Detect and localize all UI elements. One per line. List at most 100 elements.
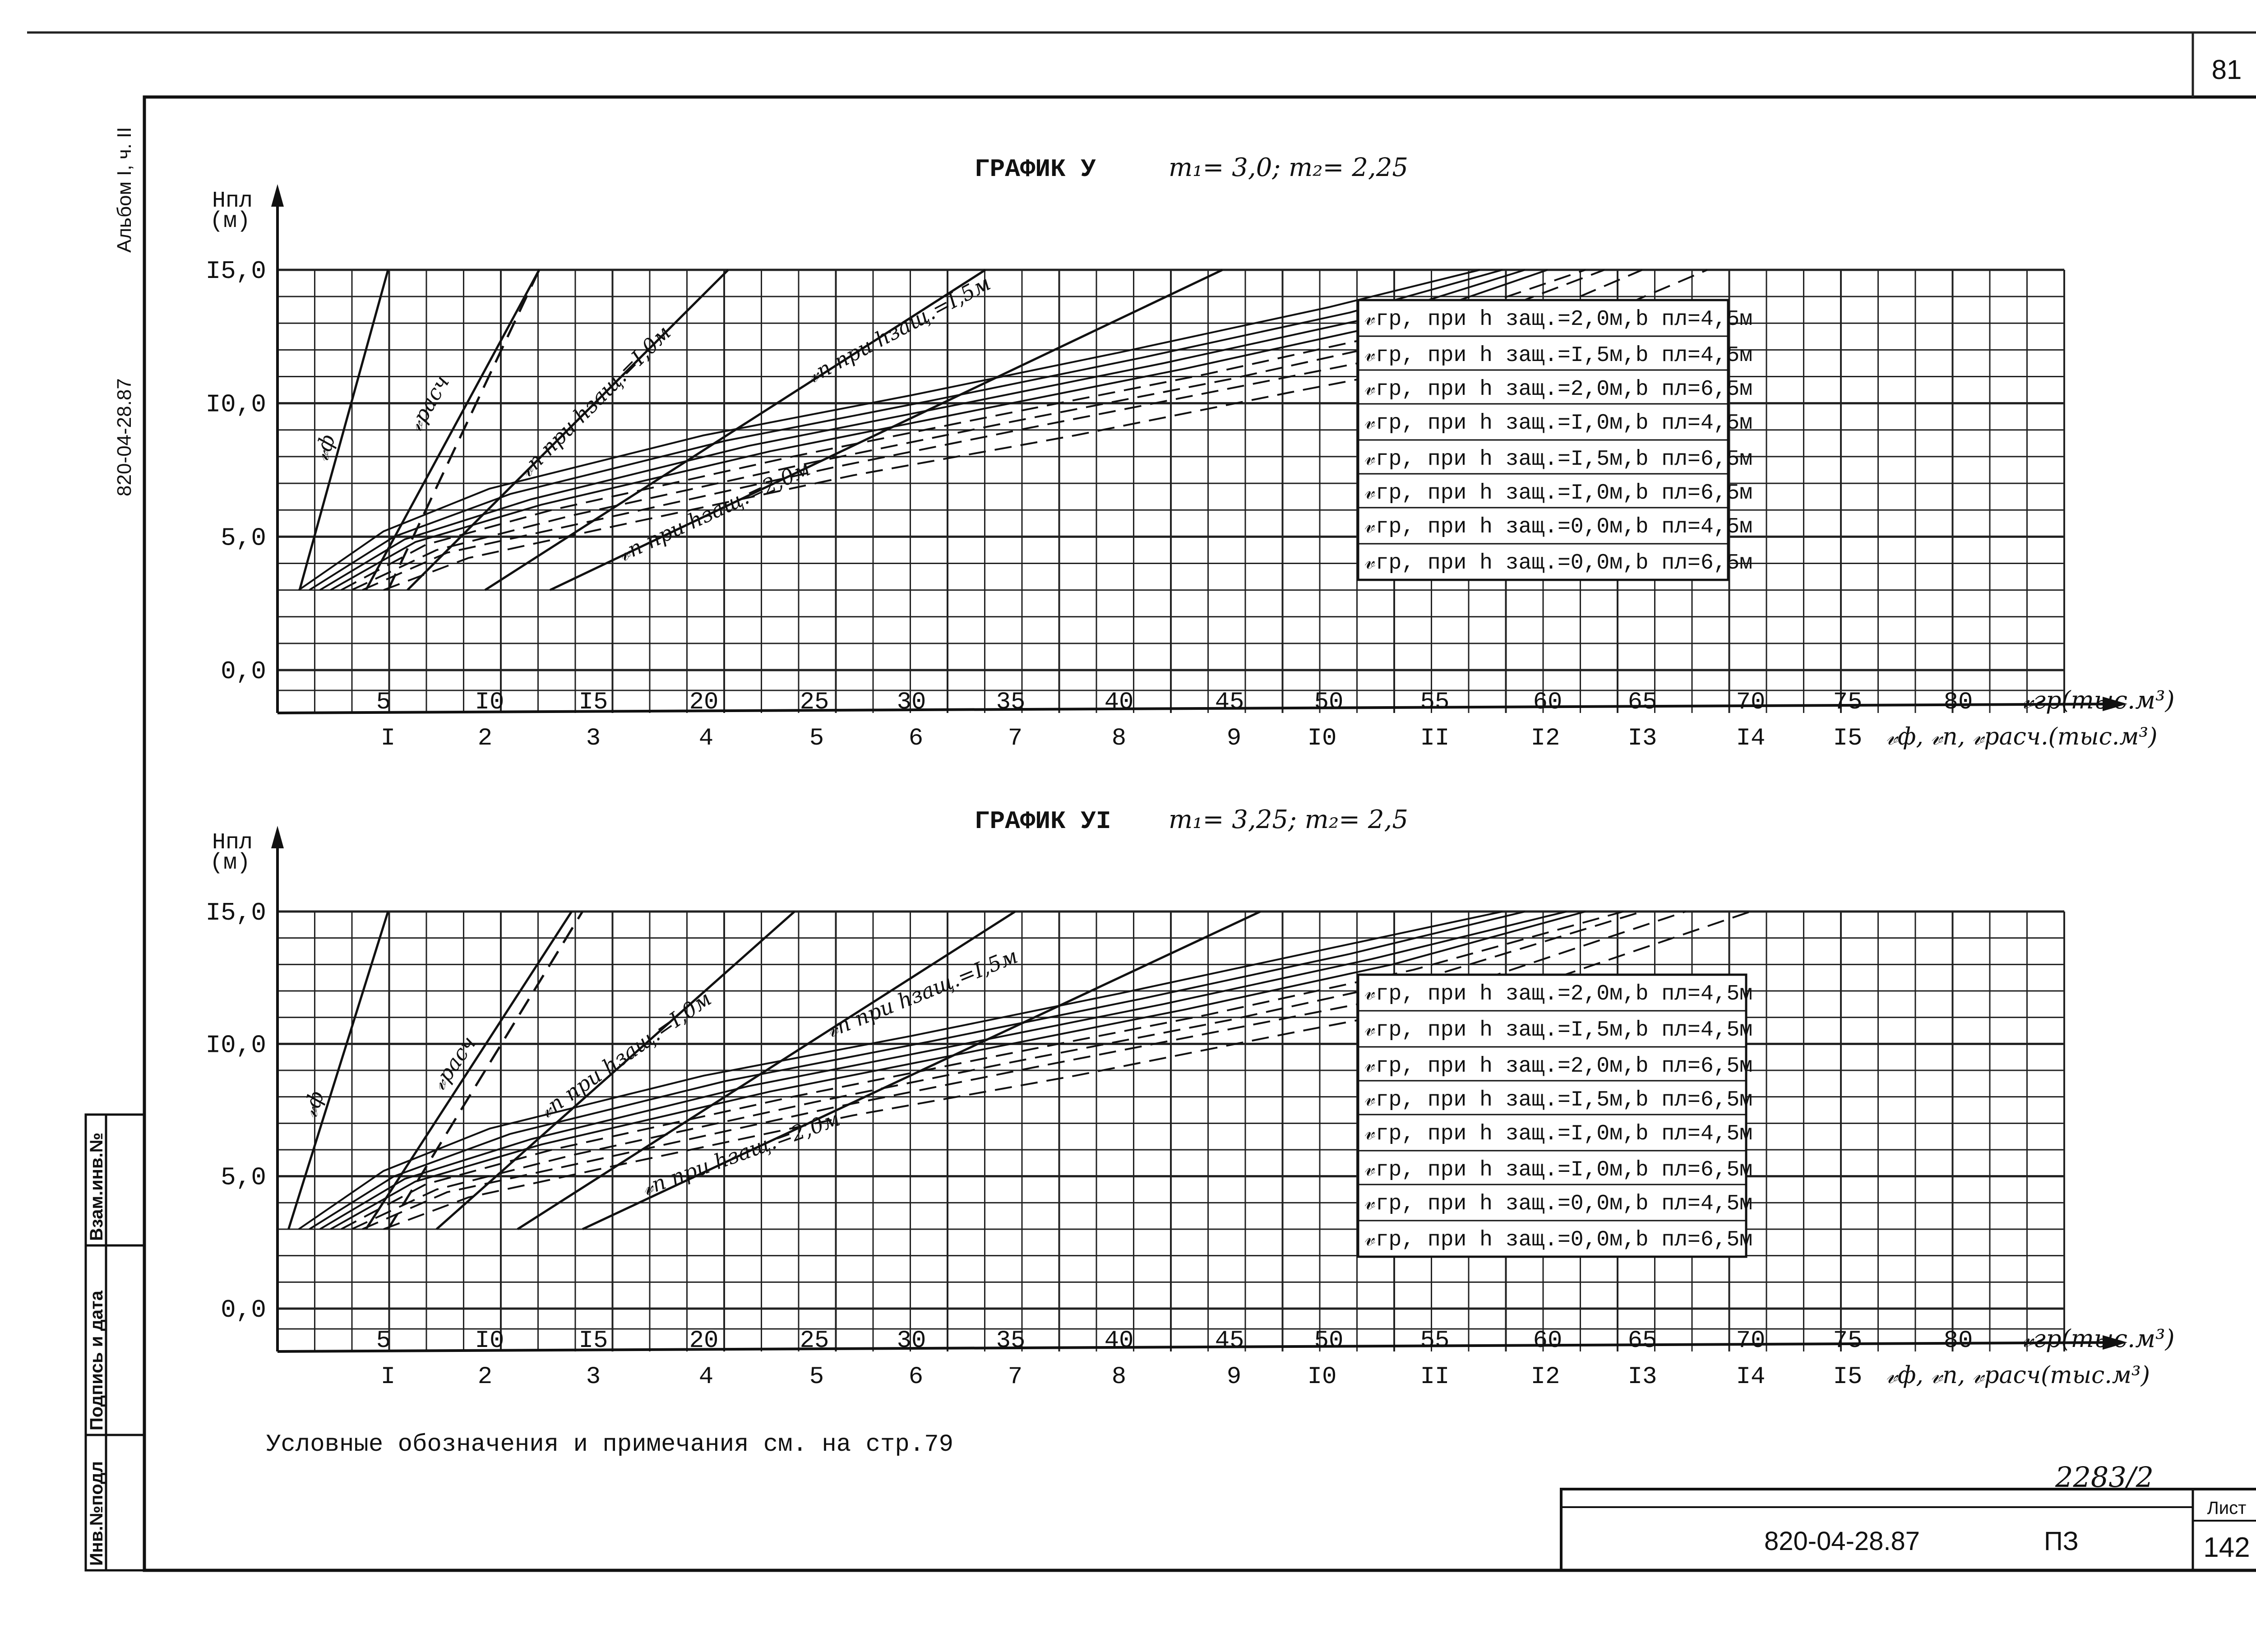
x-bottom-tick-label: II — [1420, 725, 1450, 752]
x-top-tick-label: 25 — [800, 689, 829, 716]
approval-stamp: Взам.инв.№ Подпись и дата Инв.№подл — [84, 1113, 146, 1572]
line-series-curve — [341, 269, 1586, 591]
legend-entry: 𝓋гр, при h защ.=0,0м,b пл=6,5м — [1365, 551, 1752, 575]
x-top-tick-label: 20 — [689, 689, 719, 716]
line-series-curve — [330, 911, 1586, 1230]
x-axis-arrow — [2103, 697, 2127, 711]
y-axis-label: Нпл — [212, 830, 253, 856]
x-top-tick-label: I0 — [475, 1327, 504, 1355]
x-top-tick-label: 30 — [897, 689, 926, 716]
stamp-orig-inv: Инв.№подл — [87, 1461, 106, 1566]
legend-note: Условные обозначения и примечания см. на… — [266, 1431, 953, 1458]
x-top-axis-label: 𝓋гр(тыс.м³) — [2021, 1324, 2175, 1353]
stamp-signature-date: Подпись и дата — [87, 1290, 106, 1430]
legend-entry: 𝓋гр, при h защ.=I,0м,b пл=4,5м — [1365, 1122, 1752, 1146]
y-tick-label: 0,0 — [221, 657, 266, 686]
line-series-curve — [298, 269, 1480, 591]
x-top-tick-label: 60 — [1533, 1327, 1563, 1355]
x-axis — [277, 703, 2121, 714]
legend-entry: 𝓋гр, при h защ.=2,0м,b пл=4,5м — [1365, 982, 1752, 1006]
x-top-tick-label: 35 — [996, 1327, 1026, 1355]
chart-graph-6: ГРАФИК УI m₁= 3,25; m₂= 2,5 Нпл(м) 0,0 5,0 I0… — [206, 805, 2175, 1391]
y-axis-unit: (м) — [210, 850, 250, 876]
y-axis-label: Нпл — [212, 188, 253, 214]
title-block-section: ПЗ — [2044, 1527, 2079, 1556]
x-top-tick-label: 65 — [1628, 689, 1657, 716]
x-top-tick-label: I5 — [579, 1327, 608, 1355]
page-number: 81 — [2212, 55, 2242, 85]
x-bottom-tick-label: I3 — [1628, 725, 1657, 752]
line-series-curve — [319, 269, 1526, 591]
legend-entry: 𝓋гр, при h защ.=I,0м,b пл=6,5м — [1365, 1158, 1752, 1182]
line-series-straight — [365, 911, 573, 1230]
x-bottom-tick-label: I5 — [1833, 725, 1863, 752]
line-label: 𝓋п при hзащ.=I,5м — [823, 944, 1021, 1042]
y-tick-label: I0,0 — [206, 390, 266, 419]
x-bottom-tick-label: I3 — [1628, 1363, 1657, 1391]
x-top-tick-label: 60 — [1533, 689, 1563, 716]
chart-title: ГРАФИК У — [975, 155, 1096, 184]
x-bottom-tick-label: 3 — [586, 725, 601, 752]
x-bottom-tick-label: 2 — [478, 725, 492, 752]
line-series-straight — [549, 268, 1223, 591]
x-bottom-tick-label: 8 — [1112, 1363, 1126, 1391]
legend-entry: 𝓋гр, при h защ.=I,5м,b пл=4,5м — [1365, 343, 1752, 368]
x-bottom-tick-label: 7 — [1008, 1363, 1022, 1391]
y-tick-label: 5,0 — [221, 1163, 266, 1192]
x-bottom-tick-label: I4 — [1736, 725, 1766, 752]
legend-entry: 𝓋гр, при h защ.=0,0м,b пл=6,5м — [1365, 1228, 1752, 1252]
x-top-tick-label: 50 — [1314, 689, 1344, 716]
x-axis — [277, 1341, 2121, 1353]
legend-entry: 𝓋гр, при h защ.=2,0м,b пл=4,5м — [1365, 307, 1752, 332]
line-series-curve — [319, 911, 1567, 1230]
x-axis-arrow — [2103, 1335, 2127, 1350]
x-bottom-tick-label: I2 — [1531, 725, 1560, 752]
x-bottom-tick-label: 9 — [1227, 1363, 1241, 1391]
x-top-tick-label: 20 — [689, 1327, 719, 1355]
line-series-straight — [287, 911, 389, 1230]
x-bottom-tick-label: 6 — [909, 725, 923, 752]
x-bottom-tick-label: I0 — [1308, 725, 1337, 752]
x-bottom-tick-label: 7 — [1008, 725, 1022, 752]
x-top-tick-label: 35 — [996, 689, 1026, 716]
x-bottom-axis-label: 𝓋ф, 𝓋п, 𝓋расч(тыс.м³) — [1886, 1362, 2150, 1389]
sheet-label: Лист — [2207, 1498, 2247, 1518]
chart-legend: 𝓋гр, при h защ.=2,0м,b пл=4,5м 𝓋гр, при h… — [1357, 973, 1752, 1258]
x-bottom-tick-label: II — [1420, 1363, 1450, 1391]
line-series-curve — [309, 269, 1503, 591]
x-top-tick-label: 30 — [897, 1327, 926, 1355]
legend-entry: 𝓋гр, при h защ.=I,5м,b пл=6,5м — [1365, 1088, 1752, 1112]
chart-graph-5: ГРАФИК У m₁= 3,0; m₂= 2,25 Нпл(м) 0,0 5,0 I0,… — [206, 153, 2175, 752]
x-bottom-tick-label: I4 — [1736, 1363, 1766, 1391]
stamp-replace-inv: Взам.инв.№ — [87, 1133, 106, 1241]
x-top-tick-label: I0 — [475, 689, 504, 716]
x-bottom-tick-label: 5 — [809, 1363, 824, 1391]
x-bottom-tick-label: 6 — [909, 1363, 923, 1391]
legend-entry: 𝓋гр, при h защ.=I,5м,b пл=6,5м — [1365, 447, 1752, 472]
y-axis-unit: (м) — [210, 208, 250, 234]
y-tick-label: I5,0 — [206, 257, 266, 286]
legend-entry: 𝓋гр, при h защ.=2,0м,b пл=6,5м — [1365, 377, 1752, 402]
x-top-axis-label: 𝓋гр(тыс.м³) — [2021, 686, 2175, 714]
y-tick-label: 5,0 — [221, 523, 266, 552]
x-top-tick-label: 5 — [376, 1327, 391, 1355]
x-top-tick-label: 75 — [1833, 689, 1863, 716]
x-top-tick-label: 70 — [1736, 1327, 1766, 1355]
chart-grid — [277, 268, 2065, 713]
x-bottom-tick-label: 4 — [699, 1363, 713, 1391]
x-bottom-tick-label: 8 — [1112, 725, 1126, 752]
line-series-curve — [341, 911, 1624, 1230]
x-top-tick-label: 65 — [1628, 1327, 1657, 1355]
x-top-tick-label: 75 — [1833, 1327, 1863, 1355]
line-label: 𝓋п при hзащ.=2,0м — [615, 456, 814, 566]
line-label: 𝓋п при hзащ.=2,0м — [638, 1106, 843, 1200]
album-label: Альбом I, ч. II — [113, 127, 135, 253]
x-top-tick-label: 70 — [1736, 689, 1766, 716]
x-bottom-tick-label: I — [381, 725, 395, 752]
x-bottom-tick-label: 9 — [1227, 725, 1241, 752]
title-block-code: 820-04-28.87 — [1764, 1527, 1920, 1556]
x-top-tick-label: 40 — [1105, 689, 1134, 716]
legend-entry: 𝓋гр, при h защ.=0,0м,b пл=4,5м — [1365, 515, 1752, 539]
x-top-tick-label: 25 — [800, 1327, 829, 1355]
